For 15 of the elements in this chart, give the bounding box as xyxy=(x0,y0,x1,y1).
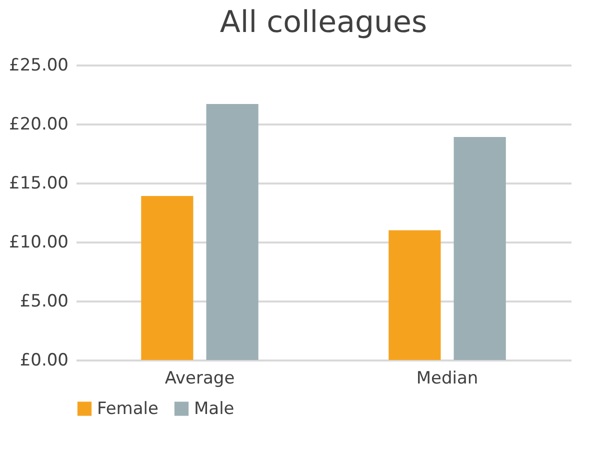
bar xyxy=(454,136,506,360)
x-tick-label: Average xyxy=(164,368,235,388)
legend-label: Male xyxy=(194,398,234,419)
bar xyxy=(141,196,194,360)
bar xyxy=(206,104,258,360)
x-tick-label: Median xyxy=(416,368,478,388)
legend-label: Female xyxy=(97,398,158,419)
y-tick-label: £15.00 xyxy=(9,174,68,194)
chart-title: All colleagues xyxy=(220,5,428,40)
y-tick-label: £0.00 xyxy=(20,350,68,370)
y-tick-label: £10.00 xyxy=(9,232,68,252)
y-tick-label: £5.00 xyxy=(20,292,68,312)
bar xyxy=(388,230,441,360)
y-tick-label: £20.00 xyxy=(9,114,68,134)
y-tick-label: £25.00 xyxy=(9,56,68,76)
